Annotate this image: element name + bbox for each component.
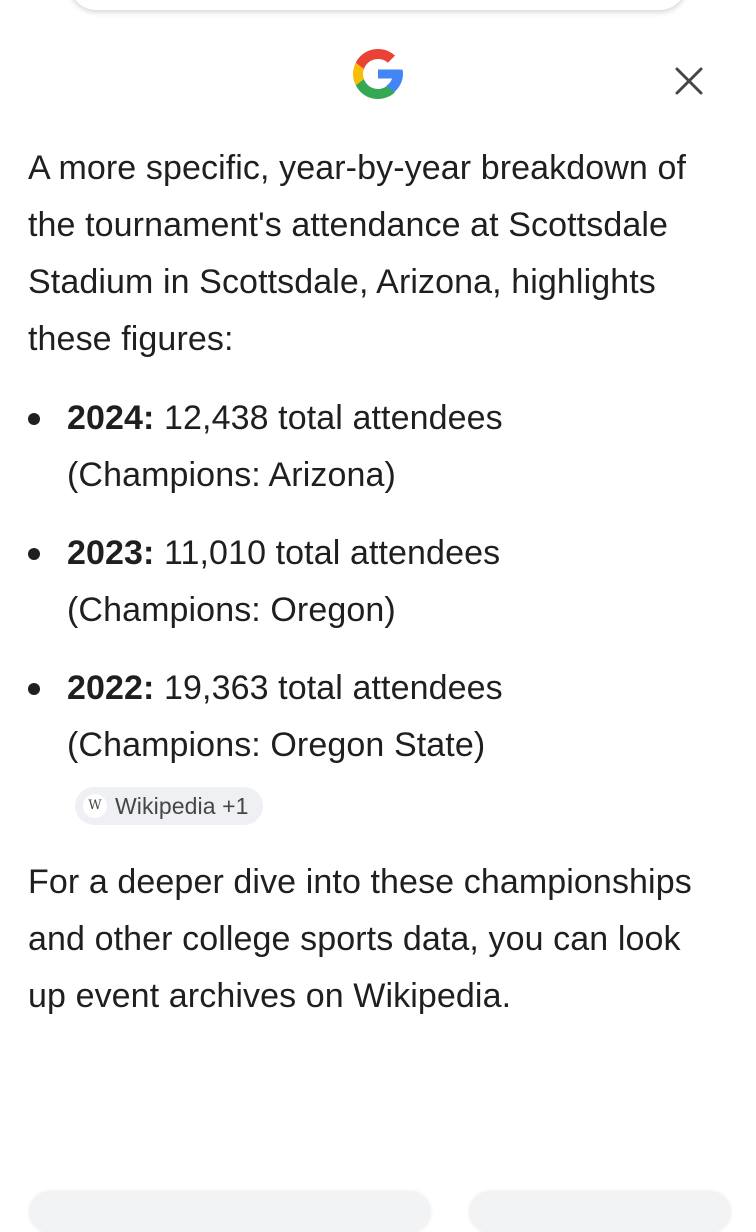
overlay-header	[0, 40, 756, 112]
list-item-2023: 2023: 11,010 total attendees (Champions:…	[28, 525, 567, 639]
item-text: 11,010 total attendees (Champions: Orego…	[67, 534, 501, 629]
item-text: 12,438 total attendees (Champions: Arizo…	[67, 399, 503, 494]
year-label: 2024:	[67, 399, 155, 437]
bullet-icon	[28, 683, 40, 695]
close-button[interactable]	[666, 58, 712, 104]
bullet-icon	[28, 413, 40, 425]
source-chip-label: Wikipedia +1	[115, 793, 249, 819]
ai-answer-content: A more specific, year-by-year breakdown …	[28, 140, 728, 1025]
list-item-2022: 2022: 19,363 total attendees (Champions:…	[28, 660, 567, 831]
attendance-list: 2024: 12,438 total attendees (Champions:…	[28, 390, 728, 831]
google-g-icon	[353, 49, 403, 99]
intro-paragraph: A more specific, year-by-year breakdown …	[28, 149, 687, 358]
bullet-icon	[28, 548, 40, 560]
source-chip-wikipedia[interactable]: W Wikipedia +1	[75, 787, 263, 825]
follow-up-button-edge[interactable]	[30, 1192, 430, 1232]
year-label: 2023:	[67, 534, 155, 572]
year-label: 2022:	[67, 669, 155, 707]
wikipedia-icon: W	[83, 794, 107, 818]
closing-paragraph: For a deeper dive into these championshi…	[28, 863, 692, 1015]
follow-up-button-edge-2[interactable]	[470, 1192, 730, 1232]
list-item-2024: 2024: 12,438 total attendees (Champions:…	[28, 390, 567, 504]
previous-card-edge	[70, 0, 686, 10]
item-text: 19,363 total attendees (Champions: Orego…	[67, 669, 503, 764]
close-icon	[675, 67, 703, 95]
